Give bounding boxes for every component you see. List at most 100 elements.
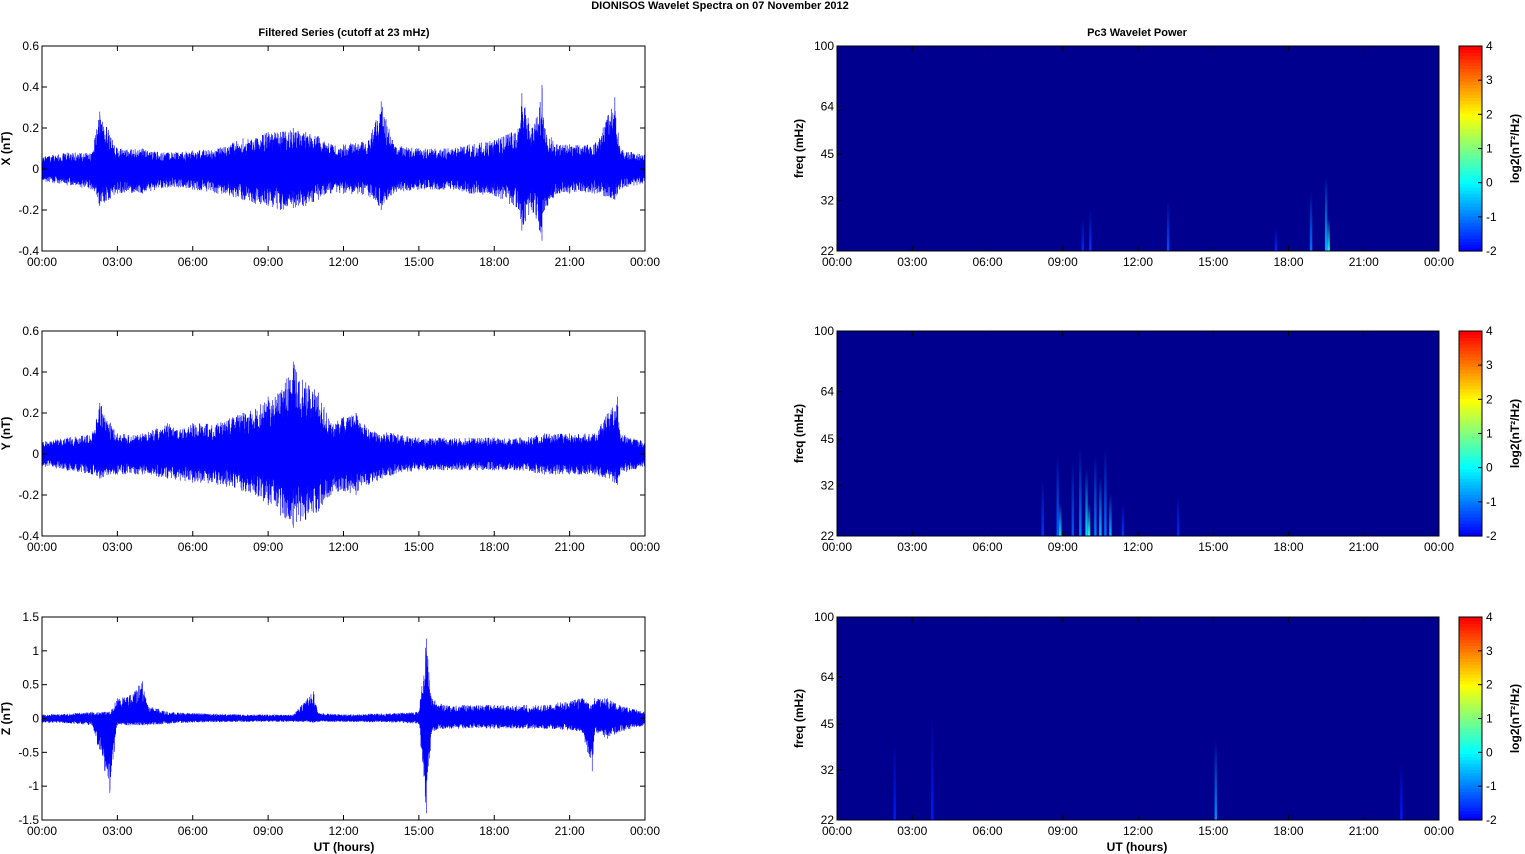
ytick-label: -0.2 (18, 488, 39, 502)
colorbar-swatch (1459, 747, 1482, 751)
colorbar-swatch (1459, 523, 1482, 527)
colorbar-swatch (1459, 696, 1482, 701)
colorbar-swatch (1459, 135, 1482, 140)
colorbar-swatch (1459, 443, 1482, 447)
power-feature (1166, 200, 1170, 251)
power-feature (1071, 462, 1074, 536)
colorbar-tick-label: 0 (1486, 176, 1493, 190)
colorbar-swatch (1459, 507, 1482, 511)
left-column-title: Filtered Series (cutoff at 23 mHz) (258, 27, 429, 39)
colorbar-swatch (1459, 471, 1482, 476)
series-xtick-label: 06:00 (178, 540, 208, 554)
colorbar-swatch (1459, 97, 1482, 102)
power-xtick-label: 00:00 (822, 540, 852, 554)
colorbar-swatch (1459, 759, 1482, 764)
colorbar-tick-label: 2 (1486, 107, 1493, 121)
colorbar-tick-label: -1 (1486, 210, 1497, 224)
series-xtick-label: 03:00 (102, 824, 132, 838)
colorbar-swatch (1459, 58, 1482, 63)
colorbar-swatch (1459, 81, 1482, 86)
colorbar-swatch (1459, 49, 1482, 54)
colorbar-swatch (1459, 62, 1482, 66)
power-feature (1099, 477, 1102, 536)
colorbar-swatch (1459, 756, 1482, 761)
colorbar-swatch (1459, 664, 1482, 669)
colorbar-swatch (1459, 705, 1482, 710)
colorbar-swatch (1459, 686, 1482, 691)
colorbar-swatch (1459, 743, 1482, 748)
series-xtick-label: 09:00 (253, 540, 283, 554)
colorbar-tick-label: 0 (1486, 461, 1493, 475)
colorbar-swatch (1459, 724, 1482, 729)
ytick-label: -1.5 (18, 813, 39, 827)
colorbar-swatch (1459, 626, 1482, 631)
power-xtick-label: 00:00 (822, 824, 852, 838)
colorbar-swatch (1459, 680, 1482, 685)
power-feature (1104, 448, 1107, 536)
ytick-label: -0.5 (18, 745, 39, 759)
series-xtick-label: 21:00 (555, 824, 585, 838)
colorbar-tick-label: 4 (1486, 610, 1493, 624)
colorbar-swatch (1459, 78, 1482, 82)
colorbar-swatch (1459, 142, 1482, 146)
power-xtick-label: 12:00 (1123, 824, 1153, 838)
colorbar-tick-label: 3 (1486, 644, 1493, 658)
power-feature (1327, 218, 1330, 251)
colorbar-swatch (1459, 642, 1482, 647)
colorbar-swatch (1459, 766, 1482, 770)
series-panel-3: -1.5 -1 -0.5 0 0.5 1 1.5 00:00 03:00 06:00 09:00 12… (0, 610, 660, 838)
series-xtick-label: 00:00 (27, 255, 57, 269)
power-feature (1087, 503, 1091, 536)
colorbar-swatch (1459, 475, 1482, 479)
power-feature (1056, 455, 1059, 536)
colorbar-swatch (1459, 708, 1482, 713)
ytick-label: 1 (32, 644, 39, 658)
power-xtick-label: 03:00 (897, 255, 927, 269)
series-xtick-label: 06:00 (178, 255, 208, 269)
colorbar-swatch (1459, 503, 1482, 508)
colorbar-swatch (1459, 215, 1482, 220)
colorbar-swatch (1459, 689, 1482, 694)
power-xtick-label: 00:00 (1424, 255, 1454, 269)
ytick-label: 0.5 (22, 678, 39, 692)
ytick-label: 64 (821, 99, 835, 113)
series-xtick-label: 21:00 (555, 255, 585, 269)
ytick-label: 100 (814, 324, 834, 338)
colorbar-swatch (1459, 433, 1482, 438)
colorbar-swatch (1459, 113, 1482, 118)
series-panel-1: -0.4 -0.2 0 0.2 0.4 0.6 00:00 03:00 06:00 09:00 12… (0, 39, 660, 269)
colorbar-swatch (1459, 462, 1482, 467)
colorbar-swatch (1459, 516, 1482, 521)
colorbar-swatch (1459, 74, 1482, 79)
colorbar-swatch (1459, 218, 1482, 223)
colorbar-swatch (1459, 228, 1482, 233)
power-xtick-label: 00:00 (822, 255, 852, 269)
ytick-label: 100 (814, 39, 834, 53)
ytick-label: 0 (32, 162, 39, 176)
ytick-label: -0.2 (18, 203, 39, 217)
colorbar-swatch (1459, 526, 1482, 531)
colorbar-swatch (1459, 154, 1482, 159)
colorbar-swatch (1459, 639, 1482, 643)
colorbar-swatch (1459, 775, 1482, 780)
colorbar-swatch (1459, 497, 1482, 502)
series-xtick-label: 09:00 (253, 824, 283, 838)
series-xtick-label: 00:00 (630, 540, 660, 554)
colorbar-swatch (1459, 158, 1482, 162)
colorbar-swatch (1459, 148, 1482, 153)
colorbar-swatch (1459, 385, 1482, 390)
colorbar-swatch (1459, 484, 1482, 489)
colorbar-swatch (1459, 186, 1482, 191)
colorbar-swatch (1459, 427, 1482, 431)
colorbar-swatch (1459, 94, 1482, 98)
colorbar-swatch (1459, 785, 1482, 789)
colorbar-swatch (1459, 439, 1482, 444)
colorbar-swatch (1459, 800, 1482, 805)
colorbar-swatch (1459, 510, 1482, 515)
colorbar-tick-label: 0 (1486, 745, 1493, 759)
power-xtick-label: 12:00 (1123, 255, 1153, 269)
colorbar-label: log2(nT²/Hz) (1508, 114, 1522, 183)
